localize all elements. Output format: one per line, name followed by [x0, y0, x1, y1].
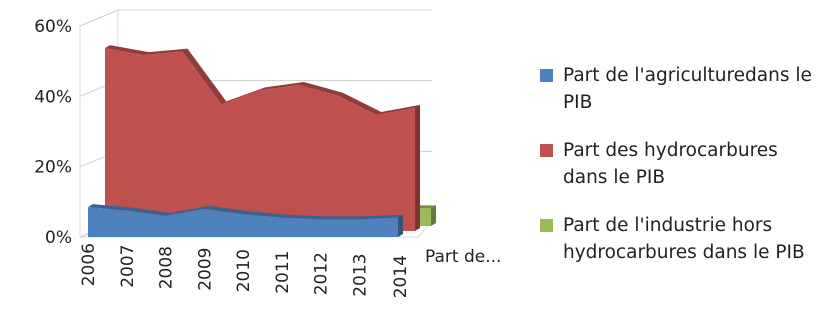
- legend-swatch-industrie: [540, 219, 553, 232]
- x-tick-label: 2008: [157, 246, 177, 289]
- gridline: [79, 9, 432, 27]
- legend-label-hydrocarbures: Part des hydrocarbures dans le PIB: [563, 140, 778, 188]
- x-tick-label: 2010: [234, 249, 254, 292]
- x-tick-label: 2013: [350, 254, 370, 297]
- series-2-side: [431, 205, 436, 226]
- x-tick-label: 2014: [391, 255, 411, 298]
- series-1-area: [105, 48, 415, 232]
- legend: Part de l'agriculturedans le PIB Part de…: [540, 62, 815, 287]
- x-tick-label: 2011: [273, 251, 293, 294]
- legend-swatch-agriculture: [540, 69, 553, 82]
- series-0-side: [398, 214, 403, 237]
- plot-area: [88, 45, 436, 237]
- x-tick-label: 2006: [79, 243, 99, 286]
- legend-label-agriculture: Part de l'agriculturedans le PIB: [563, 65, 812, 113]
- x-tick-label: 2007: [118, 245, 138, 288]
- series-1: [105, 45, 420, 232]
- x-axis: 2006 2007 2008 2009 2010 2011 2012 2013 2014: [79, 243, 411, 298]
- depth-axis-label: Part de...: [425, 247, 501, 267]
- series-0-top: [88, 204, 403, 220]
- legend-item-agriculture: Part de l'agriculturedans le PIB: [540, 62, 815, 116]
- y-axis: 0% 20% 40% 60%: [34, 17, 72, 248]
- x-tick-label: 2009: [195, 248, 215, 291]
- series-0: [88, 204, 403, 237]
- series-1-side: [415, 104, 420, 231]
- series-0-area: [88, 207, 398, 237]
- y-tick-label: 40%: [34, 87, 72, 107]
- y-tick-label: 0%: [45, 228, 72, 248]
- y-tick-label: 20%: [34, 158, 72, 178]
- legend-item-industrie: Part de l'industrie hors hydrocarbures d…: [540, 212, 815, 266]
- series-1-top: [105, 45, 420, 115]
- legend-item-hydrocarbures: Part des hydrocarbures dans le PIB: [540, 137, 815, 191]
- legend-label-industrie: Part de l'industrie hors hydrocarbures d…: [563, 215, 805, 263]
- x-tick-label: 2012: [312, 252, 332, 295]
- y-tick-label: 60%: [34, 17, 72, 37]
- legend-swatch-hydrocarbures: [540, 144, 553, 157]
